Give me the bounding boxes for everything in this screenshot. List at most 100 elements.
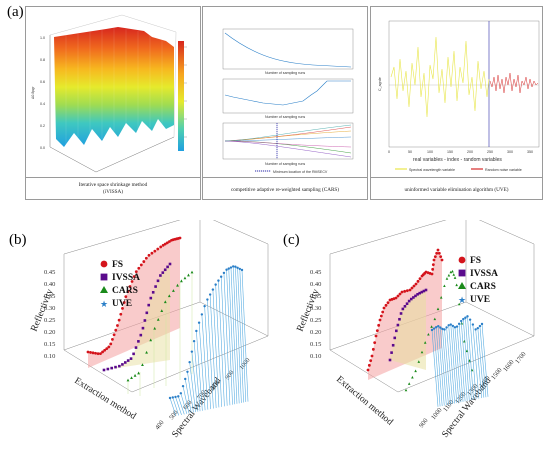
ivissa-ytick: 0.0 [40, 146, 45, 150]
bIVSSA-point [161, 271, 165, 274]
bIVSSA-point [156, 279, 160, 283]
cUVEstems-stem [442, 328, 449, 405]
cFS-point [437, 251, 441, 255]
bFS-point [142, 260, 146, 263]
b-legend-cars-marker [100, 286, 108, 293]
cIVSSA-point [403, 305, 407, 308]
cIVSSA-point [424, 288, 428, 292]
bUVE-point [203, 304, 206, 308]
bIVSSA-point [168, 262, 172, 266]
bIVSSA-point [154, 285, 157, 288]
c-legend-fs-marker [458, 256, 466, 264]
cUVE-point [439, 326, 442, 329]
bUVEstems-stem [184, 378, 192, 414]
bFS-point [101, 350, 104, 354]
c-ytick: 0.40 [310, 281, 321, 288]
bIVSSA-point [145, 311, 149, 315]
cUVE-point [430, 328, 434, 332]
c-legend-ivssa-marker [458, 269, 466, 277]
c-ytick: 0.15 [310, 341, 321, 348]
b-legend-fs: FS [112, 260, 123, 270]
bUVE-point [211, 288, 215, 291]
bFS-point [147, 253, 151, 257]
c-legend-fs: FS [470, 256, 481, 266]
cUVE-point [471, 323, 475, 326]
bFS-point [109, 342, 113, 346]
bUVEstems-stem [237, 267, 244, 403]
bUVE-point [168, 396, 172, 400]
uve-caption: uninformed variable elimination algorith… [404, 187, 509, 193]
bFS-point [119, 312, 123, 316]
bCARS-point [176, 283, 179, 287]
bUVE-point [174, 395, 177, 399]
bCARS-point [190, 270, 194, 274]
bUVEstems-stem [196, 330, 203, 411]
bUVEstems-stem [187, 371, 194, 413]
cCARS-point [453, 276, 457, 279]
bCARS-point [133, 373, 137, 377]
bFS-point [121, 306, 124, 310]
cFS-point [367, 363, 371, 367]
bUVEstems-stem [223, 272, 231, 406]
bFS-point [124, 295, 128, 299]
cFS-point [410, 286, 414, 290]
bUVEstems-stem [241, 269, 249, 402]
uve-xtick: 100 [427, 150, 433, 154]
bUVEstems-stem [230, 267, 238, 404]
bFS-point [91, 351, 95, 355]
c-zaxis-title: Extraction method [334, 375, 395, 428]
bFS-point [96, 352, 100, 356]
cars-sub2-xlabel: Number of sampling runs [265, 115, 305, 119]
cFS-point [433, 255, 437, 259]
cUVEstems-stem [477, 328, 485, 398]
bUVE-point [234, 265, 237, 268]
bUVEstems-stem [191, 351, 199, 412]
bUVEstems-stem [172, 397, 180, 416]
bUVEstems-stem [204, 306, 211, 410]
cCARS-point [433, 317, 437, 321]
cUVE-point [464, 316, 467, 319]
bUVE-point [238, 267, 241, 271]
cFS-point [416, 279, 420, 283]
bIVSSA-point [123, 361, 127, 364]
bUVE-point [190, 350, 194, 353]
bCARS-point [183, 276, 187, 280]
ivissa-yticks: 1.0 0.8 0.6 0.4 0.2 0.0 [40, 36, 45, 150]
bFS-point [132, 275, 136, 278]
cCARS-point [420, 350, 424, 354]
cIVSSA-point [396, 323, 400, 327]
cFS-point [371, 347, 375, 351]
uve-box: C_agrde 0 50 100 150 200 250 300 350 rea… [370, 6, 543, 200]
cUVE-point [455, 325, 459, 328]
bCARS-point [126, 378, 130, 382]
ivissa-ytick: 0.2 [40, 124, 45, 128]
b-ytick: 0.25 [44, 317, 55, 324]
uve-xticks: 0 50 100 150 200 250 300 350 [388, 150, 533, 154]
cUVE-point [441, 327, 444, 331]
cUVEstems-stem [458, 323, 466, 402]
bIVSSA-point [110, 366, 113, 370]
cUVEstems-stem [454, 327, 462, 403]
cUVEstems-stem [469, 319, 477, 400]
b-legend-ivssa-marker [100, 273, 108, 281]
bUVE-point [240, 268, 244, 272]
bUVEstems-stem [212, 289, 220, 408]
cCARS-point [465, 349, 469, 353]
bCARS-point [145, 350, 148, 354]
cFS-point [398, 292, 402, 296]
bUVEstems-stem [169, 397, 177, 417]
ivissa-ytick: 0.4 [40, 102, 45, 106]
uve-plot: C_agrde 0 50 100 150 200 250 300 350 rea… [378, 20, 540, 172]
bUVE-point [188, 360, 191, 364]
cCARS-point [455, 283, 458, 287]
cUVEstems-stem [452, 325, 460, 403]
cFS-point [373, 341, 377, 345]
cUVE-point [432, 327, 436, 330]
cFS-point [435, 251, 439, 255]
bFS-point [134, 270, 138, 274]
cIVSSA-point [395, 329, 398, 333]
cIVSSA-point [393, 336, 397, 340]
b-yticks: 0.45 0.40 0.35 0.30 0.25 0.20 0.15 0.10 [44, 269, 55, 360]
cCARS-point [445, 277, 449, 280]
cUVE-point [478, 324, 482, 328]
